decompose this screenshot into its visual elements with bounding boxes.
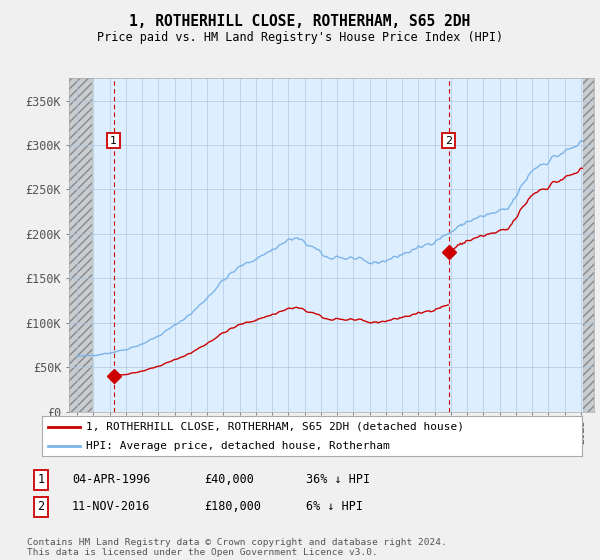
Text: 1: 1 <box>110 136 117 146</box>
Bar <box>583 78 594 412</box>
Text: 6% ↓ HPI: 6% ↓ HPI <box>306 500 363 514</box>
Text: 1, ROTHERHILL CLOSE, ROTHERHAM, S65 2DH: 1, ROTHERHILL CLOSE, ROTHERHAM, S65 2DH <box>130 14 470 29</box>
Text: Contains HM Land Registry data © Crown copyright and database right 2024.
This d: Contains HM Land Registry data © Crown c… <box>27 538 447 557</box>
Bar <box>69 78 92 412</box>
Text: HPI: Average price, detached house, Rotherham: HPI: Average price, detached house, Roth… <box>86 441 390 450</box>
Text: 2: 2 <box>37 500 44 514</box>
Text: 1, ROTHERHILL CLOSE, ROTHERHAM, S65 2DH (detached house): 1, ROTHERHILL CLOSE, ROTHERHAM, S65 2DH … <box>86 422 464 432</box>
Text: 2: 2 <box>445 136 452 146</box>
Text: 04-APR-1996: 04-APR-1996 <box>72 473 151 487</box>
Text: £180,000: £180,000 <box>204 500 261 514</box>
Text: Price paid vs. HM Land Registry's House Price Index (HPI): Price paid vs. HM Land Registry's House … <box>97 31 503 44</box>
Bar <box>69 78 92 412</box>
Bar <box>583 78 594 412</box>
Text: 1: 1 <box>37 473 44 487</box>
Text: 36% ↓ HPI: 36% ↓ HPI <box>306 473 370 487</box>
Text: £40,000: £40,000 <box>204 473 254 487</box>
Text: 11-NOV-2016: 11-NOV-2016 <box>72 500 151 514</box>
